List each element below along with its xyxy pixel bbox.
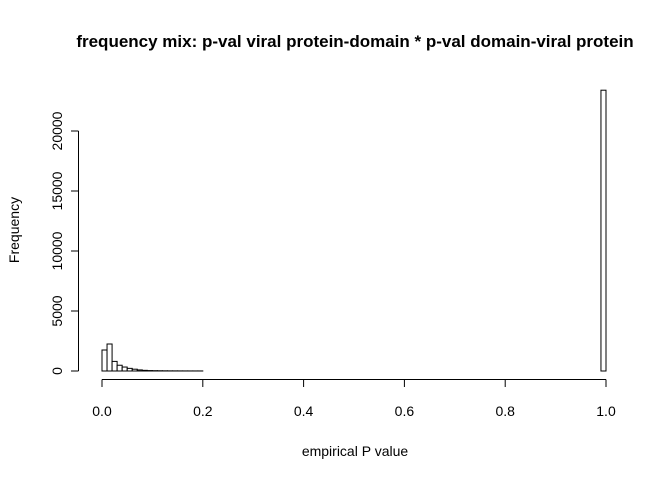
histogram-bar xyxy=(101,349,108,372)
x-tick-label: 0.6 xyxy=(395,403,415,419)
y-tick-label: 15000 xyxy=(49,171,65,210)
x-tick-label: 0.0 xyxy=(92,403,112,419)
y-tick-label: 5000 xyxy=(49,295,65,326)
histogram-bar xyxy=(106,343,113,372)
y-tick-label: 20000 xyxy=(49,111,65,150)
x-axis-label: empirical P value xyxy=(302,443,409,459)
x-tick-label: 0.8 xyxy=(495,403,515,419)
x-axis: 0.0 0.2 0.4 0.6 0.8 1.0 xyxy=(92,379,616,419)
histogram-bars xyxy=(101,89,607,372)
x-tick-label: 0.2 xyxy=(193,403,213,419)
chart-title: frequency mix: p-val viral protein-domai… xyxy=(76,32,633,51)
y-axis-label: Frequency xyxy=(6,197,22,263)
histogram-bar xyxy=(126,367,133,372)
y-tick-label: 10000 xyxy=(49,231,65,270)
histogram-bar xyxy=(116,364,123,372)
histogram-bar xyxy=(121,366,128,372)
histogram-bar xyxy=(600,89,607,372)
histogram-bar xyxy=(136,369,143,372)
histogram-bar xyxy=(131,368,138,372)
x-tick-label: 0.4 xyxy=(294,403,314,419)
y-axis: 0 5000 10000 15000 20000 xyxy=(49,111,79,375)
histogram-bar xyxy=(141,369,148,372)
x-tick-label: 1.0 xyxy=(596,403,616,419)
y-tick-label: 0 xyxy=(49,367,65,375)
histogram-bar xyxy=(111,360,118,372)
